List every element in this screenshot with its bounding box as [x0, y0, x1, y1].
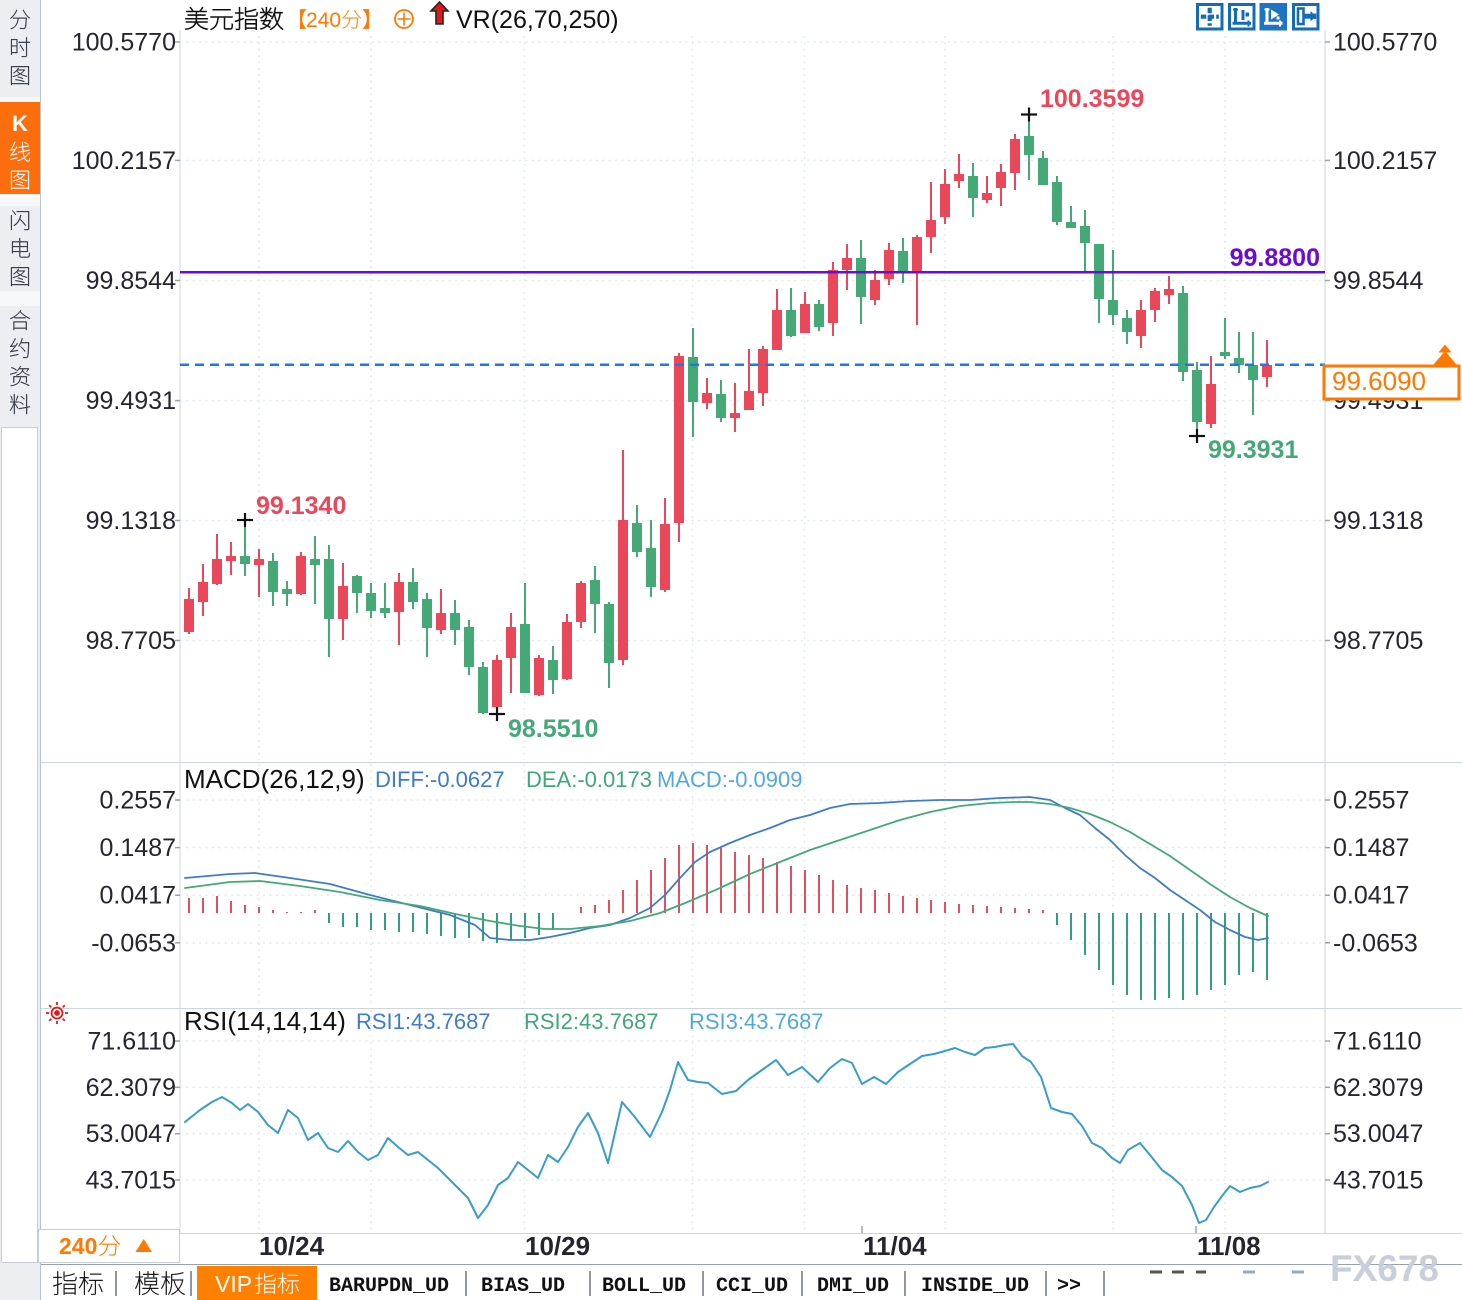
svg-text:-0.0653: -0.0653: [91, 929, 176, 957]
svg-text:99.6090: 99.6090: [1332, 366, 1426, 396]
svg-text:0.0417: 0.0417: [1333, 882, 1409, 910]
svg-text:VR(26,70,250): VR(26,70,250): [456, 6, 619, 34]
svg-text:98.7705: 98.7705: [1333, 627, 1423, 655]
svg-text:53.0047: 53.0047: [86, 1120, 176, 1148]
svg-text:99.1318: 99.1318: [86, 507, 176, 535]
svg-text:VIP: VIP: [215, 1271, 252, 1297]
svg-text:MACD:-0.0909: MACD:-0.0909: [657, 767, 803, 792]
svg-text:100.2157: 100.2157: [1333, 147, 1437, 175]
svg-text:FX678: FX678: [1330, 1248, 1439, 1289]
svg-text:99.3931: 99.3931: [1208, 436, 1298, 464]
svg-text:71.6110: 71.6110: [87, 1028, 176, 1056]
svg-text:INSIDE_UD: INSIDE_UD: [921, 1275, 1029, 1298]
svg-text:240: 240: [306, 9, 341, 32]
svg-text:0.2557: 0.2557: [100, 787, 176, 815]
svg-text:>>: >>: [1057, 1275, 1081, 1298]
svg-text:99.8800: 99.8800: [1230, 244, 1320, 272]
svg-text:CCI_UD: CCI_UD: [716, 1275, 788, 1298]
svg-text:RSI3:43.7687: RSI3:43.7687: [689, 1009, 824, 1034]
svg-text:98.5510: 98.5510: [508, 715, 598, 743]
svg-text:0.0417: 0.0417: [100, 882, 176, 910]
svg-text:DMI_UD: DMI_UD: [817, 1275, 889, 1298]
svg-text:BOLL_UD: BOLL_UD: [602, 1275, 686, 1298]
svg-text:99.1318: 99.1318: [1333, 507, 1423, 535]
svg-text:99.8544: 99.8544: [86, 267, 176, 295]
svg-text:98.7705: 98.7705: [86, 627, 176, 655]
svg-text:DIFF:-0.0627: DIFF:-0.0627: [375, 767, 505, 792]
svg-text:43.7015: 43.7015: [1333, 1167, 1423, 1195]
svg-text:100.2157: 100.2157: [72, 147, 176, 175]
svg-text:DEA:-0.0173: DEA:-0.0173: [526, 767, 652, 792]
svg-text:100.3599: 100.3599: [1040, 85, 1144, 113]
svg-text:62.3079: 62.3079: [86, 1074, 176, 1102]
svg-text:K: K: [12, 111, 28, 136]
svg-text:BIAS_UD: BIAS_UD: [481, 1275, 565, 1298]
svg-text:240: 240: [59, 1233, 97, 1259]
svg-text:11/08: 11/08: [1197, 1231, 1261, 1261]
svg-text:RSI2:43.7687: RSI2:43.7687: [524, 1009, 659, 1034]
svg-text:100.5770: 100.5770: [72, 29, 176, 57]
svg-text:0.1487: 0.1487: [100, 834, 176, 862]
svg-text:71.6110: 71.6110: [1333, 1028, 1422, 1056]
svg-text:99.1340: 99.1340: [256, 492, 346, 520]
svg-text:10/29: 10/29: [525, 1231, 590, 1261]
svg-text:-0.0653: -0.0653: [1333, 929, 1418, 957]
svg-text:11/04: 11/04: [863, 1231, 927, 1261]
svg-text:RSI1:43.7687: RSI1:43.7687: [356, 1009, 491, 1034]
svg-text:MACD(26,12,9): MACD(26,12,9): [184, 764, 365, 794]
svg-text:43.7015: 43.7015: [86, 1167, 176, 1195]
svg-text:10/24: 10/24: [259, 1231, 325, 1261]
svg-text:0.1487: 0.1487: [1333, 834, 1409, 862]
svg-text:100.5770: 100.5770: [1333, 29, 1437, 57]
svg-text:99.8544: 99.8544: [1333, 267, 1423, 295]
svg-text:BARUPDN_UD: BARUPDN_UD: [329, 1275, 449, 1298]
svg-text:RSI(14,14,14): RSI(14,14,14): [184, 1006, 346, 1036]
svg-text:0.2557: 0.2557: [1333, 787, 1409, 815]
svg-text:62.3079: 62.3079: [1333, 1074, 1423, 1102]
svg-text:99.4931: 99.4931: [86, 387, 176, 415]
svg-text:53.0047: 53.0047: [1333, 1120, 1423, 1148]
